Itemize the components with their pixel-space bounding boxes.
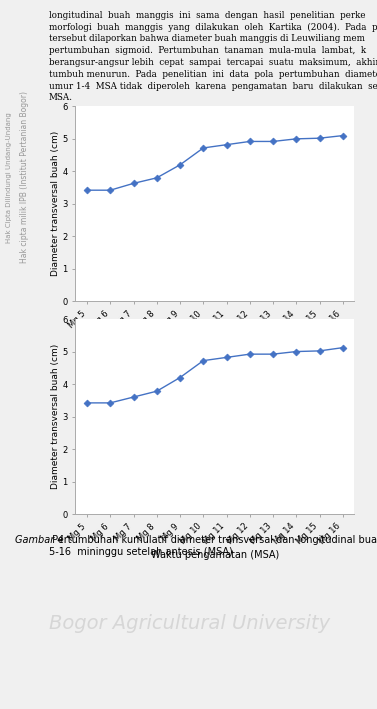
X-axis label: Waktu pengamatan (MSA): Waktu pengamatan (MSA) [151,550,279,561]
Y-axis label: Diameter transversal buah (cm): Diameter transversal buah (cm) [51,344,60,489]
Text: Pertumbuhan kumulatif diameter transversal dan longitudinal buah: Pertumbuhan kumulatif diameter transvers… [49,535,377,545]
Text: Bogor Agricultural University: Bogor Agricultural University [49,615,330,633]
Text: Hak cipta milik IPB (Institut Pertanian Bogor): Hak cipta milik IPB (Institut Pertanian … [20,91,29,263]
Y-axis label: Diameter transversal buah (cm): Diameter transversal buah (cm) [51,131,60,277]
Text: Gambar 4: Gambar 4 [15,535,64,545]
Text: 5-16  mininggu setelah antesis (MSA): 5-16 mininggu setelah antesis (MSA) [49,547,233,557]
Text: Hak Cipta Dilindungi Undang-Undang: Hak Cipta Dilindungi Undang-Undang [6,112,12,242]
X-axis label: Waktu pengamatan (MSA): Waktu pengamatan (MSA) [151,337,279,348]
Text: longitudinal  buah  manggis  ini  sama  dengan  hasil  penelitian  perke
morfolo: longitudinal buah manggis ini sama denga… [49,11,377,102]
